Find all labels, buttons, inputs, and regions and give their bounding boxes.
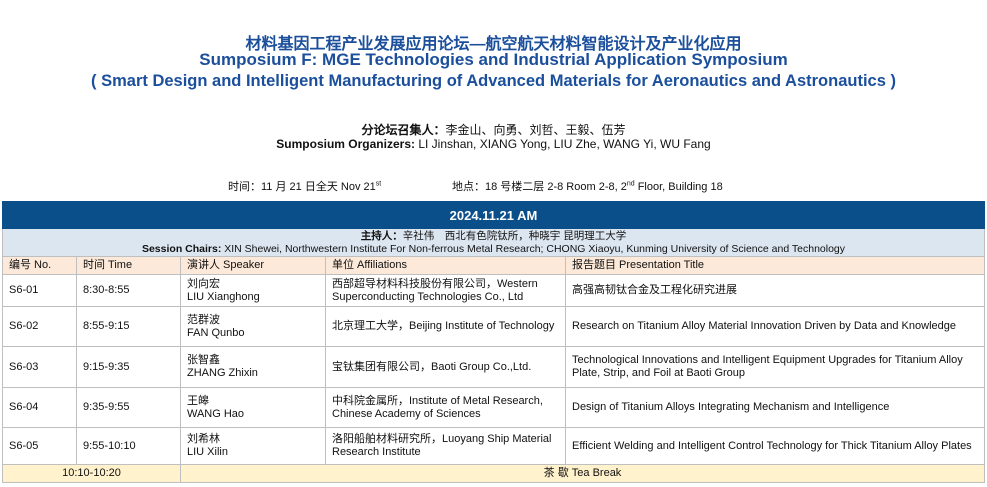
talk-no: S6-03 [2, 346, 77, 388]
table-row: S6-03 9:15-9:35 张智鑫 ZHANG Zhixin 宝钛集团有限公司… [2, 346, 985, 388]
speaker: 刘向宏 LIU Xianghong [180, 274, 326, 307]
schedule-table: 2024.11.21 AM 主持人：辛社伟 西北有色院钛所，种晓宇 昆明理工大学… [2, 201, 985, 483]
speaker: 王皞 WANG Hao [180, 387, 326, 428]
talk-time: 8:55-9:15 [76, 306, 181, 347]
col-no: 编号 No. [2, 256, 77, 275]
col-time: 时间 Time [76, 256, 181, 275]
presentation-title: Design of Titanium Alloys Integrating Me… [565, 387, 985, 428]
col-title: 报告题目 Presentation Title [565, 256, 985, 275]
affiliation: 北京理工大学，Beijing Institute of Technology [325, 306, 566, 347]
talk-time: 8:30-8:55 [76, 274, 181, 307]
speaker: 范群波 FAN Qunbo [180, 306, 326, 347]
talk-no: S6-04 [2, 387, 77, 428]
presentation-title: Efficient Welding and Intelligent Contro… [565, 427, 985, 465]
table-row: S6-02 8:55-9:15 范群波 FAN Qunbo 北京理工大学，Beij… [2, 306, 985, 347]
title-en: Sumposium F: MGE Technologies and Indust… [199, 50, 788, 69]
session-date: 2024.11.21 AM [2, 201, 985, 229]
time-info: 时间：11 月 21 日全天 Nov 21st [228, 180, 382, 193]
talk-no: S6-01 [2, 274, 77, 307]
title-cn: 材料基因工程产业发展应用论坛—航空航天材料智能设计及产业化应用 [245, 36, 742, 53]
talk-time: 9:15-9:35 [76, 346, 181, 388]
presentation-title: 高强高韧钛合金及工程化研究进展 [565, 274, 985, 307]
col-affiliation: 单位 Affiliations [325, 256, 566, 275]
col-speaker: 演讲人 Speaker [180, 256, 326, 275]
talk-time: 9:35-9:55 [76, 387, 181, 428]
organizers-cn: 分论坛召集人：李金山、向勇、刘哲、王毅、伍芳 [361, 123, 626, 137]
column-header-row: 编号 No. 时间 Time 演讲人 Speaker 单位 Affiliatio… [2, 256, 985, 275]
table-row: S6-04 9:35-9:55 王皞 WANG Hao 中科院金属所，Instit… [2, 387, 985, 428]
organizers-en: Sumposium Organizers: LI Jinshan, XIANG … [276, 137, 711, 151]
affiliation: 中科院金属所，Institute of Metal Research, Chin… [325, 387, 566, 428]
presentation-title: Technological Innovations and Intelligen… [565, 346, 985, 388]
place-info: 地点：18 号楼二层 2-8 Room 2-8, 2nd Floor, Buil… [452, 180, 723, 193]
speaker: 张智鑫 ZHANG Zhixin [180, 346, 326, 388]
speaker: 刘希林 LIU Xilin [180, 427, 326, 465]
talk-no: S6-02 [2, 306, 77, 347]
table-row: S6-01 8:30-8:55 刘向宏 LIU Xianghong 西部超导材料科… [2, 274, 985, 307]
affiliation: 西部超导材料科技股份有限公司，Western Superconducting T… [325, 274, 566, 307]
affiliation: 宝钛集团有限公司，Baoti Group Co.,Ltd. [325, 346, 566, 388]
talk-time: 9:55-10:10 [76, 427, 181, 465]
tea-break-row: 10:10-10:20 茶 歇 Tea Break [2, 464, 985, 483]
affiliation: 洛阳船舶材料研究所，Luoyang Ship Material Research… [325, 427, 566, 465]
session-chairs: 主持人：辛社伟 西北有色院钛所，种晓宇 昆明理工大学 Session Chair… [2, 228, 985, 257]
break-time: 10:10-10:20 [2, 464, 181, 483]
presentation-title: Research on Titanium Alloy Material Inno… [565, 306, 985, 347]
subtitle-en: ( Smart Design and Intelligent Manufactu… [91, 72, 896, 90]
break-label: 茶 歇 Tea Break [180, 464, 985, 483]
table-row: S6-05 9:55-10:10 刘希林 LIU Xilin 洛阳船舶材料研究所，… [2, 427, 985, 465]
talk-no: S6-05 [2, 427, 77, 465]
